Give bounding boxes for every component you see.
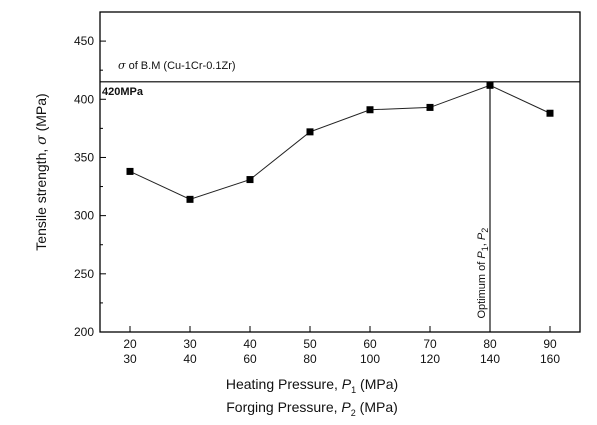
- optimum-label-text: Optimum of: [476, 259, 488, 319]
- y-tick-label: 400: [74, 92, 94, 106]
- x-tick-label-heating: 60: [363, 337, 377, 351]
- y-axis-title: Tensile strength, σ (MPa): [33, 93, 50, 250]
- x-tick-label-heating: 90: [543, 337, 557, 351]
- x-tick-label-forging: 140: [480, 352, 500, 366]
- x-tick-label-forging: 160: [540, 352, 560, 366]
- y-axis-unit: (MPa): [33, 93, 49, 135]
- data-point: [306, 128, 314, 136]
- y-axis-sigma-symbol: σ: [34, 135, 50, 145]
- y-tick-label: 300: [74, 209, 94, 223]
- x-tick-label-heating: 70: [423, 337, 437, 351]
- optimum-sub-1: 1: [480, 246, 490, 251]
- y-tick-label: 350: [74, 150, 94, 164]
- x-tick-label-heating: 50: [303, 337, 317, 351]
- optimum-comma: ,: [476, 240, 488, 246]
- data-point: [546, 109, 554, 117]
- x-axis-title-heating-var: P: [342, 376, 352, 392]
- x-tick-label-forging: 60: [243, 352, 257, 366]
- y-tick-label: 200: [74, 325, 94, 339]
- reference-label-text: of B.M (Cu-1Cr-0.1Zr): [126, 60, 236, 72]
- data-point: [126, 167, 134, 175]
- y-axis-title-text: Tensile strength,: [33, 145, 49, 251]
- plot-area: 2002503003504004502030304040605080601007…: [33, 11, 581, 418]
- x-tick-label-forging: 100: [360, 352, 380, 366]
- x-tick-label-heating: 30: [183, 337, 197, 351]
- data-point: [246, 176, 254, 184]
- x-axis-title-heating-unit: (MPa): [356, 376, 398, 392]
- optimum-var-p2: P: [476, 232, 488, 240]
- reference-sigma-symbol: σ: [118, 59, 126, 72]
- data-point: [186, 195, 194, 203]
- x-axis-title-heating: Heating Pressure, P1 (MPa): [226, 376, 398, 395]
- optimum-sub-2: 2: [480, 228, 490, 233]
- x-tick-label-forging: 30: [123, 352, 137, 366]
- x-tick-label-forging: 40: [183, 352, 197, 366]
- x-tick-label-heating: 20: [123, 337, 137, 351]
- x-axis-title-heating-text: Heating Pressure,: [226, 376, 342, 392]
- data-point: [366, 106, 374, 114]
- data-point: [486, 81, 494, 89]
- x-axis-title-heating-sub: 1: [351, 385, 356, 395]
- x-axis-title-forging-text: Forging Pressure,: [226, 399, 341, 415]
- x-tick-label-forging: 80: [303, 352, 317, 366]
- x-axis-title-forging: Forging Pressure, P2 (MPa): [226, 399, 398, 418]
- series-line: [129, 84, 551, 200]
- plot-frame: [99, 11, 581, 333]
- data-point: [426, 103, 434, 111]
- reference-line-label: σ of B.M (Cu-1Cr-0.1Zr): [118, 59, 236, 72]
- optimum-label: Optimum of P1, P2: [476, 228, 490, 319]
- optimum-var-p1: P: [476, 251, 488, 259]
- y-tick-label: 250: [74, 267, 94, 281]
- x-axis-title-forging-sub: 2: [351, 408, 356, 418]
- x-axis-title-forging-unit: (MPa): [356, 399, 398, 415]
- x-tick-label-heating: 80: [483, 337, 497, 351]
- reference-value-label: 420MPa: [102, 86, 144, 98]
- y-tick-label: 450: [74, 34, 94, 48]
- x-tick-label-forging: 120: [420, 352, 440, 366]
- x-tick-label-heating: 40: [243, 337, 257, 351]
- x-axis-title-forging-var: P: [341, 399, 351, 415]
